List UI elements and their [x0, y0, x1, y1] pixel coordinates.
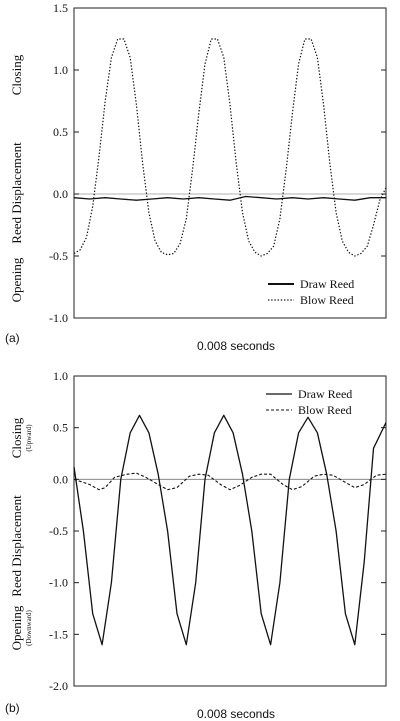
y-tick-label: -1.5: [49, 627, 68, 641]
y-axis-label: Reed Displacement: [9, 495, 24, 597]
y-tick-label: -0.5: [49, 249, 68, 263]
series-line-draw-reed: [73, 195, 386, 201]
y-tick-label: -2.0: [49, 679, 68, 693]
legend-entry: Draw Reed: [300, 277, 354, 291]
y-axis-sublabel-upward: (Upward): [25, 424, 33, 452]
y-tick-label: -1.0: [49, 576, 68, 590]
y-tick-label: 1.5: [53, 1, 68, 15]
legend-entry: Blow Reed: [298, 403, 352, 417]
plot-frame: [73, 7, 387, 319]
chart-panel-b: 1.0 0.5 0.0 -0.5 -1.0 -1.5 -2.0 Reed Displaceme…: [5, 369, 387, 721]
plot-frame: [73, 375, 387, 687]
series-line-blow-reed: [73, 472, 387, 491]
legend-entry: Blow Reed: [300, 293, 354, 307]
x-axis-label: 0.008 seconds: [197, 707, 275, 721]
series-line-blow-reed: [73, 38, 387, 257]
y-tick-label: -0.5: [49, 524, 68, 538]
y-tick-label: 0.0: [53, 472, 68, 486]
y-tick-label: 1.0: [53, 63, 68, 77]
legend-entry: Draw Reed: [298, 387, 352, 401]
y-tick-label: -1.0: [49, 311, 68, 325]
y-axis-label-opening: Opening: [9, 605, 24, 650]
x-axis-label: 0.008 seconds: [197, 339, 275, 353]
y-axis-sublabel-downward: (Downward): [25, 609, 33, 645]
y-tick-label: 1.0: [53, 369, 68, 383]
y-axis-label-closing: Closing: [9, 54, 24, 95]
panel-label: (b): [5, 701, 20, 715]
panel-label: (a): [5, 331, 20, 345]
y-axis-label-opening: Opening: [9, 257, 24, 302]
y-axis-label-closing: Closing: [9, 417, 24, 458]
y-tick-label: 0.5: [53, 125, 68, 139]
series-line-draw-reed: [73, 414, 387, 646]
y-axis-label: Reed Displacement: [9, 142, 24, 244]
y-tick-label: 0.0: [53, 187, 68, 201]
chart-panel-a: 1.5 1.0 0.5 0.0 -0.5 -1.0 Reed Displacement Clo…: [5, 1, 387, 353]
y-tick-label: 0.5: [53, 421, 68, 435]
